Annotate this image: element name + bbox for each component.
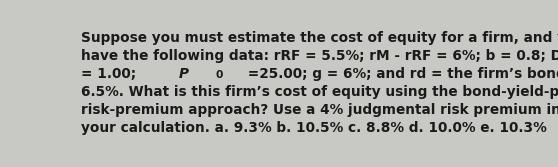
Text: 6.5%. What is this firm’s cost of equity using the bond-yield-plus-: 6.5%. What is this firm’s cost of equity… bbox=[80, 85, 558, 99]
Text: P: P bbox=[179, 67, 189, 81]
Text: = 1.00;: = 1.00; bbox=[80, 67, 141, 81]
Text: have the following data: rRF = 5.5%; rM - rRF = 6%; b = 0.8; D1: have the following data: rRF = 5.5%; rM … bbox=[80, 49, 558, 63]
Text: Suppose you must estimate the cost of equity for a firm, and you: Suppose you must estimate the cost of eq… bbox=[80, 31, 558, 45]
Text: risk-premium approach? Use a 4% judgmental risk premium in: risk-premium approach? Use a 4% judgment… bbox=[80, 103, 558, 117]
Text: =25.00; g = 6%; and rd = the firm’s bond yield =: =25.00; g = 6%; and rd = the firm’s bond… bbox=[243, 67, 558, 81]
Text: 0: 0 bbox=[216, 70, 223, 80]
Text: your calculation. a. 9.3% b. 10.5% c. 8.8% d. 10.0% e. 10.3%: your calculation. a. 9.3% b. 10.5% c. 8.… bbox=[80, 121, 546, 135]
